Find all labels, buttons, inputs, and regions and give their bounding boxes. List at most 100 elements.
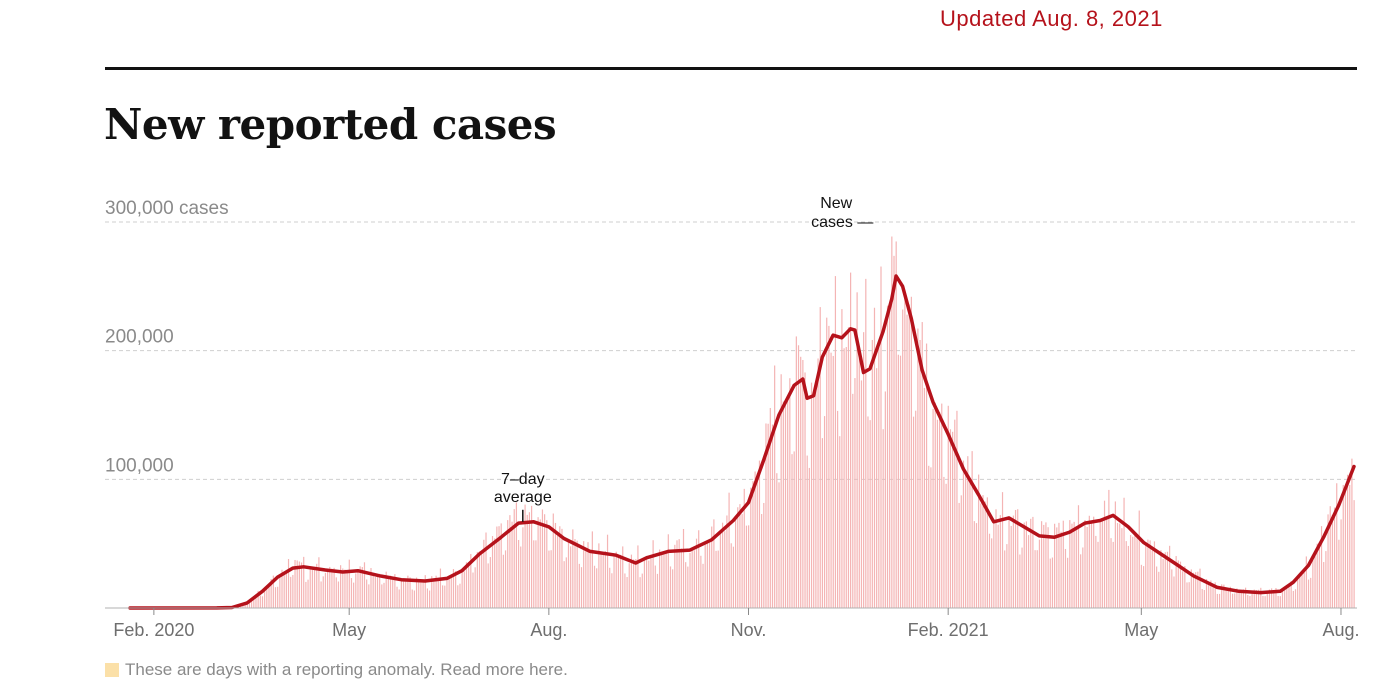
daily-bar [692, 550, 693, 608]
daily-bar [1158, 572, 1159, 608]
daily-bar [961, 495, 962, 608]
daily-bar [329, 567, 330, 608]
daily-bar [609, 568, 610, 608]
daily-bar [809, 468, 810, 608]
daily-bar [689, 553, 690, 608]
daily-bar [568, 540, 569, 608]
daily-bar [527, 515, 528, 608]
daily-bar [815, 387, 816, 608]
daily-bar [557, 536, 558, 608]
daily-bar [672, 569, 673, 608]
x-tick-label: Feb. 2020 [113, 620, 194, 640]
daily-bar [620, 555, 621, 608]
daily-bar [657, 574, 658, 608]
daily-bar [442, 585, 443, 608]
daily-bar [464, 571, 465, 608]
daily-bar [739, 504, 740, 608]
daily-bar [375, 577, 376, 608]
daily-bar [1011, 526, 1012, 608]
daily-bar [1332, 515, 1333, 608]
anomaly-swatch [105, 663, 119, 677]
daily-bar [935, 403, 936, 608]
daily-bar [412, 590, 413, 608]
daily-bar [887, 306, 888, 608]
daily-bar [663, 551, 664, 608]
daily-bar [566, 557, 567, 608]
daily-bar [535, 540, 536, 608]
daily-bar [624, 573, 625, 608]
daily-bar [477, 552, 478, 608]
daily-bar [1288, 585, 1289, 608]
daily-bar [1141, 565, 1142, 608]
x-tick-label: May [332, 620, 366, 640]
daily-bar [290, 577, 291, 608]
daily-bar [735, 516, 736, 608]
daily-bar [1347, 475, 1348, 608]
daily-bar [574, 539, 575, 608]
daily-bar [1056, 527, 1057, 608]
daily-bar [485, 532, 486, 608]
daily-bar [594, 566, 595, 608]
daily-bar [919, 340, 920, 608]
daily-bar [305, 582, 306, 608]
daily-bar [817, 358, 818, 608]
daily-bar [616, 552, 617, 608]
daily-bar [392, 580, 393, 608]
daily-bar [492, 536, 493, 608]
daily-bar [1169, 546, 1170, 608]
daily-bar [247, 604, 248, 608]
daily-bar [640, 577, 641, 608]
daily-bar [405, 580, 406, 608]
daily-bar [1028, 535, 1029, 608]
daily-bar [355, 573, 356, 608]
daily-bar [893, 256, 894, 608]
daily-bar [1219, 594, 1220, 608]
daily-bar [1110, 538, 1111, 608]
daily-bar [989, 534, 990, 608]
daily-bar [1013, 516, 1014, 608]
anomaly-footnote[interactable]: These are days with a reporting anomaly.… [105, 660, 568, 680]
daily-bar [585, 550, 586, 608]
daily-bar [1150, 540, 1151, 608]
daily-bar [1084, 520, 1085, 608]
daily-bar [418, 582, 419, 608]
daily-bar [613, 556, 614, 608]
daily-bar [878, 340, 879, 608]
daily-bar [1082, 547, 1083, 608]
daily-bar [668, 534, 669, 608]
daily-bar [427, 588, 428, 608]
daily-bar [1108, 490, 1109, 608]
daily-bar [518, 540, 519, 608]
daily-bar [590, 551, 591, 608]
daily-bar [655, 566, 656, 608]
daily-bar [822, 438, 823, 608]
daily-bar [331, 569, 332, 608]
daily-bar [1165, 552, 1166, 608]
daily-bar [648, 561, 649, 608]
daily-bar [956, 411, 957, 608]
daily-bar [1078, 505, 1079, 608]
daily-bar [564, 561, 565, 608]
daily-bar [715, 551, 716, 608]
daily-bar [995, 509, 996, 608]
daily-bar [750, 488, 751, 608]
daily-bar [1106, 518, 1107, 608]
daily-bar [553, 514, 554, 608]
daily-bar [906, 315, 907, 608]
daily-bar [279, 576, 280, 608]
daily-bar [327, 569, 328, 608]
daily-bar [993, 523, 994, 608]
daily-bar [885, 391, 886, 608]
daily-bar [974, 521, 975, 608]
daily-bar [1338, 540, 1339, 608]
daily-bar [260, 596, 261, 608]
daily-bar [722, 523, 723, 608]
daily-bar [852, 394, 853, 608]
daily-bar [982, 495, 983, 608]
daily-bar [383, 583, 384, 608]
daily-bar [1152, 551, 1153, 608]
daily-bar [1312, 559, 1313, 608]
daily-bar [459, 584, 460, 608]
daily-bar [1130, 535, 1131, 608]
daily-bar [1080, 554, 1081, 608]
